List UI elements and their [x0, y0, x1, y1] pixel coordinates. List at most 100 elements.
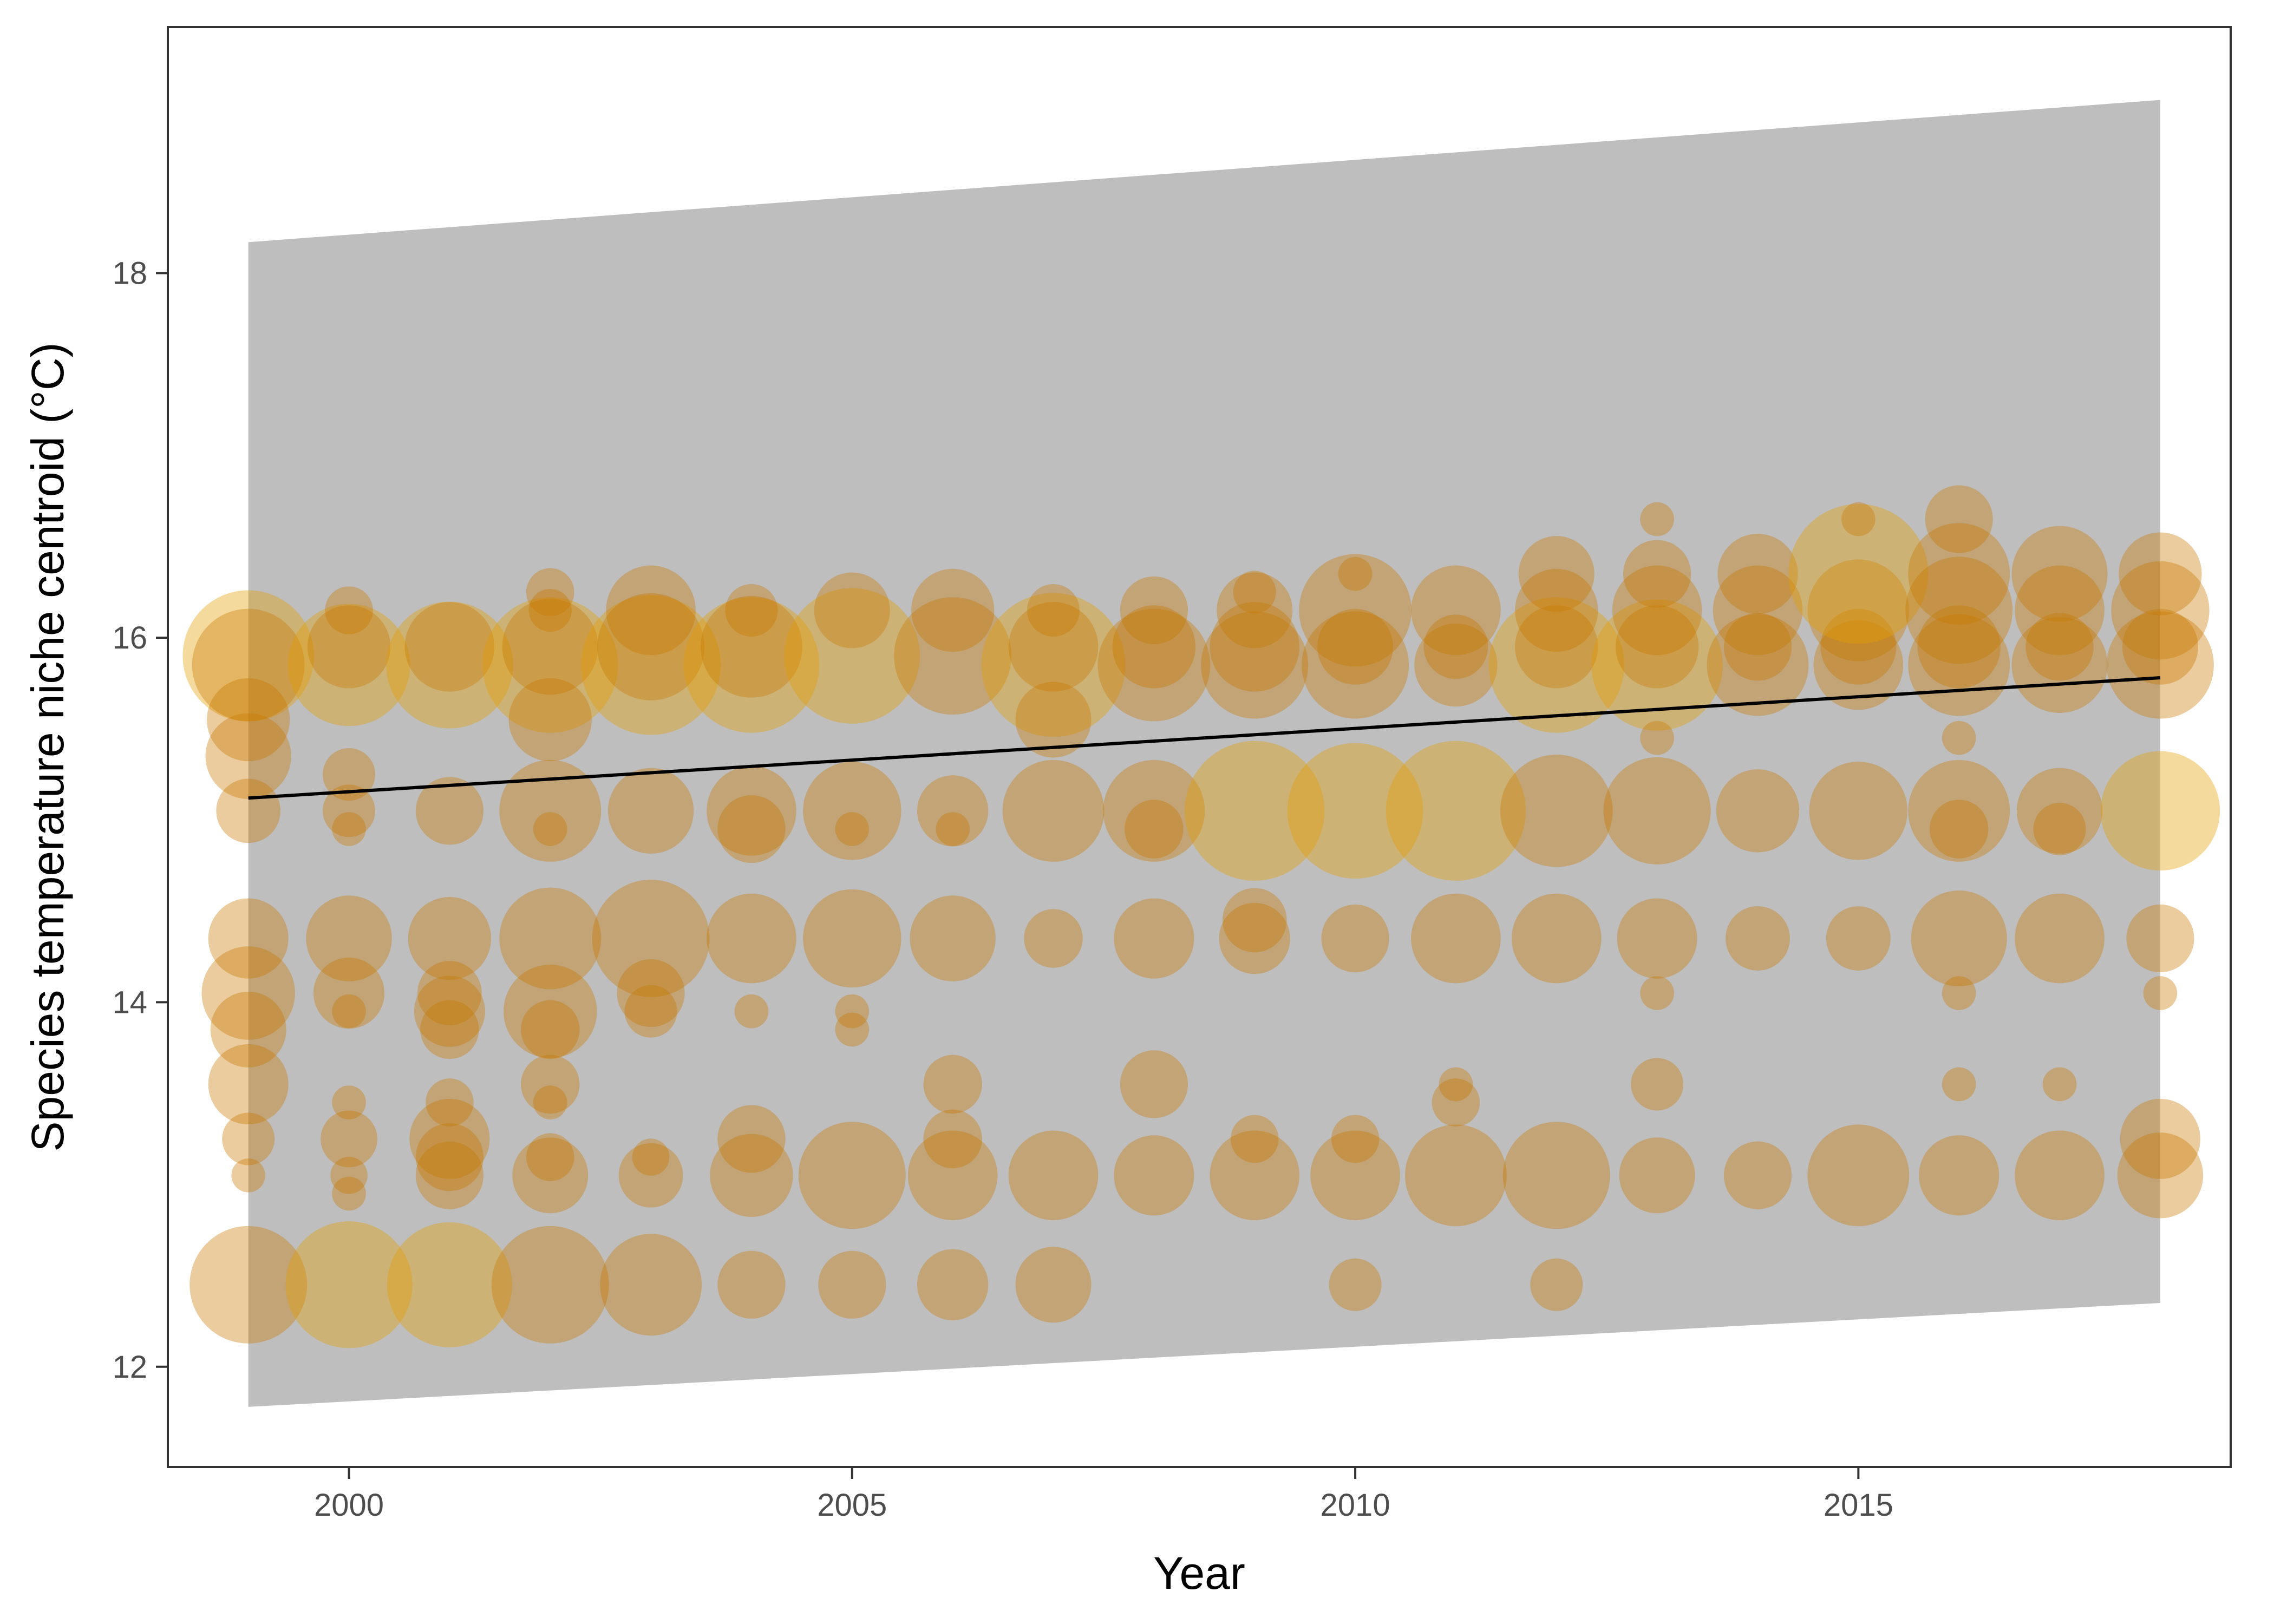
data-point: [1619, 1137, 1695, 1214]
data-point: [210, 991, 286, 1068]
data-point: [526, 1133, 574, 1181]
data-point: [1717, 534, 1798, 614]
data-point: [1210, 1130, 1300, 1221]
data-point: [1024, 909, 1083, 968]
data-point: [1518, 536, 1595, 612]
data-point: [1807, 559, 1910, 662]
data-point: [533, 1085, 567, 1119]
data-point: [190, 1226, 308, 1344]
data-point: [1617, 898, 1697, 979]
confidence-ribbon-layer: [248, 100, 2160, 1407]
x-tick-label: 2010: [1321, 1488, 1390, 1523]
data-point: [1230, 1115, 1279, 1163]
data-point: [2016, 768, 2103, 854]
data-point: [2143, 976, 2178, 1010]
data-point: [512, 1137, 589, 1214]
y-tick-label: 14: [112, 985, 147, 1020]
data-point: [1008, 601, 1099, 692]
data-point: [2117, 1132, 2204, 1219]
data-point: [201, 946, 295, 1040]
data-point: [287, 604, 410, 726]
data-point: [205, 713, 291, 800]
data-point: [1103, 759, 1205, 862]
data-point: [521, 1000, 580, 1059]
data-point: [617, 959, 685, 1027]
data-point: [499, 887, 602, 990]
data-point: [1591, 599, 1723, 731]
data-point: [1942, 1067, 1976, 1102]
data-point: [1414, 623, 1498, 707]
data-point: [936, 812, 970, 846]
data-point: [1716, 769, 1800, 853]
data-point: [404, 601, 495, 692]
data-point: [1612, 565, 1702, 656]
data-point: [1841, 502, 1876, 536]
data-point: [597, 593, 705, 700]
data-point: [1405, 1124, 1507, 1227]
data-point: [1331, 1115, 1380, 1163]
data-point: [426, 1078, 474, 1127]
data-point: [1015, 1247, 1092, 1323]
data-point: [508, 678, 592, 762]
data-point: [2015, 1130, 2105, 1221]
data-point: [503, 964, 597, 1058]
data-point: [923, 1109, 982, 1169]
data-point: [2025, 613, 2094, 681]
data-point: [1917, 605, 2001, 689]
data-point: [1114, 1135, 1194, 1216]
y-tick-label: 12: [112, 1350, 147, 1385]
data-point: [387, 1222, 512, 1347]
data-point: [1905, 556, 2013, 664]
data-point: [1097, 608, 1211, 722]
data-point: [707, 766, 796, 856]
data-point: [2011, 617, 2108, 713]
data-point: [725, 584, 778, 637]
data-point: [2100, 751, 2220, 871]
data-point: [1929, 800, 1989, 859]
data-point: [1942, 721, 1976, 755]
data-point: [600, 1234, 702, 1336]
data-point: [2122, 608, 2198, 685]
data-point: [332, 1085, 366, 1119]
data-point: [208, 1044, 289, 1124]
data-point: [1707, 614, 1809, 716]
data-point: [818, 1250, 886, 1319]
data-point: [581, 595, 721, 735]
data-point: [1321, 904, 1389, 973]
data-point: [1439, 1067, 1473, 1102]
data-point: [707, 893, 796, 984]
data-point: [2015, 565, 2105, 656]
data-point: [784, 588, 920, 724]
data-point: [835, 812, 870, 846]
data-point: [307, 605, 391, 689]
data-point: [710, 1134, 793, 1217]
data-point: [415, 1141, 484, 1209]
data-point: [231, 1158, 265, 1193]
data-point: [1310, 1130, 1400, 1221]
data-point: [1329, 1258, 1382, 1311]
data-point: [207, 678, 290, 762]
data-point: [1210, 601, 1300, 692]
data-point: [1201, 611, 1309, 719]
data-point: [1530, 1258, 1583, 1311]
data-point: [835, 994, 870, 1029]
data-point: [2033, 803, 2086, 856]
data-point: [1299, 554, 1412, 667]
data-point: [1317, 608, 1394, 685]
data-point: [1919, 1135, 1999, 1216]
data-point: [1640, 721, 1674, 755]
data-point: [1723, 1141, 1792, 1209]
data-point: [1219, 902, 1290, 974]
data-point: [917, 1249, 989, 1320]
x-tick-label: 2000: [314, 1488, 384, 1523]
data-point: [1713, 565, 1803, 656]
data-point: [1114, 898, 1194, 979]
data-point: [408, 896, 492, 980]
x-axis: 2000 2005 2010 2015: [314, 1467, 1893, 1523]
data-point: [1813, 620, 1904, 710]
data-point: [409, 1098, 490, 1180]
data-point: [1603, 757, 1711, 865]
data-point: [1488, 597, 1625, 733]
data-point: [1233, 571, 1276, 614]
data-point: [911, 568, 995, 652]
